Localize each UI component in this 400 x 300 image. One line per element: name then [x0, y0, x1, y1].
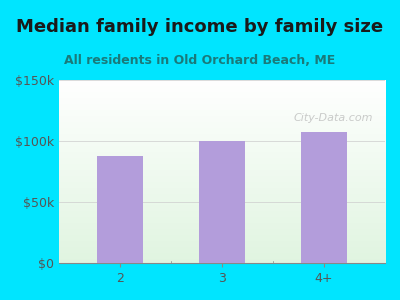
Bar	[97, 156, 143, 263]
Text: Median family income by family size: Median family income by family size	[16, 18, 384, 36]
Bar	[301, 133, 347, 263]
Bar	[199, 141, 245, 263]
Text: All residents in Old Orchard Beach, ME: All residents in Old Orchard Beach, ME	[64, 54, 336, 67]
Text: City-Data.com: City-Data.com	[294, 113, 373, 123]
